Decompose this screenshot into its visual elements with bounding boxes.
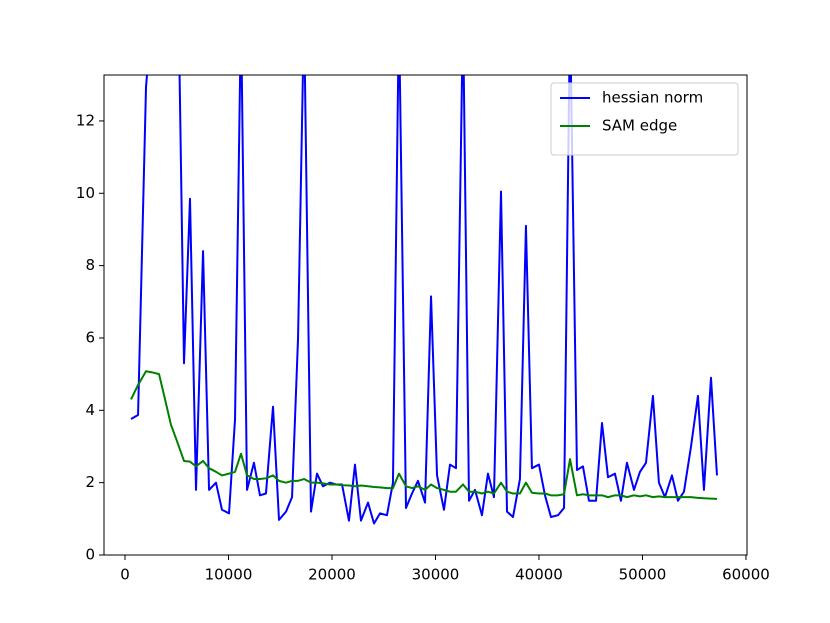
y-tick-label: 10 xyxy=(76,184,95,202)
x-tick-label: 60000 xyxy=(722,566,770,584)
x-tick-label: 0 xyxy=(120,566,130,584)
series-line xyxy=(130,75,718,525)
y-tick-label: 6 xyxy=(85,328,95,346)
x-tick-label: 30000 xyxy=(412,566,460,584)
x-tick-label: 10000 xyxy=(205,566,253,584)
y-tick-label: 0 xyxy=(85,546,95,564)
x-tick-label: 50000 xyxy=(619,566,667,584)
axes-frame xyxy=(103,74,748,556)
x-tick-label: 40000 xyxy=(515,566,563,584)
y-tick-label: 8 xyxy=(85,256,95,274)
x-tick-label: 20000 xyxy=(308,566,356,584)
y-tick-label: 12 xyxy=(76,111,95,129)
legend-label: SAM edge xyxy=(602,117,677,135)
legend-label: hessian norm xyxy=(602,89,703,107)
series-line xyxy=(130,370,718,500)
plot-area xyxy=(130,75,718,525)
y-tick-label: 2 xyxy=(85,473,95,491)
y-tick-label: 4 xyxy=(85,401,95,419)
legend-box xyxy=(550,82,739,156)
